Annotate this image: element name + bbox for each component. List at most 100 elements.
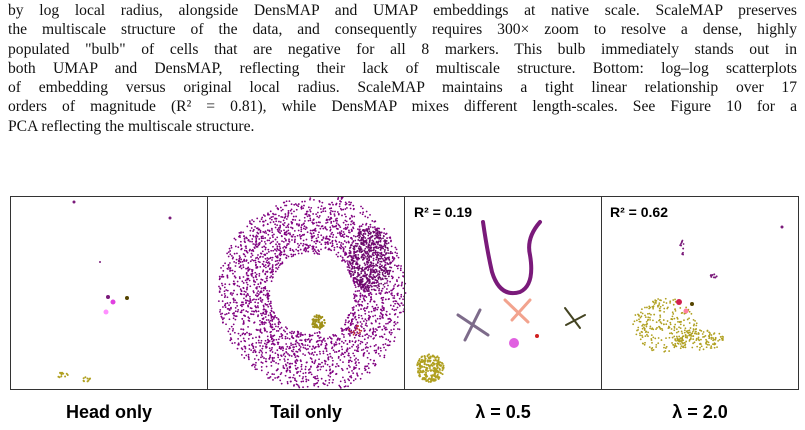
point <box>357 344 360 347</box>
point <box>296 333 299 336</box>
point <box>246 299 249 302</box>
point <box>316 211 319 214</box>
point <box>255 346 257 348</box>
point <box>646 333 648 336</box>
point <box>303 216 306 219</box>
point <box>57 375 60 378</box>
point <box>315 377 318 380</box>
point <box>223 304 226 307</box>
point <box>341 330 343 332</box>
point <box>367 290 370 293</box>
point <box>302 372 305 375</box>
point <box>352 306 355 309</box>
point <box>243 259 245 262</box>
point <box>348 320 350 323</box>
point <box>426 363 429 366</box>
point <box>641 331 643 334</box>
point <box>242 320 245 322</box>
point <box>276 268 279 270</box>
point <box>300 207 303 210</box>
point <box>275 217 278 220</box>
point <box>274 213 277 216</box>
point <box>242 231 245 234</box>
point <box>222 306 224 308</box>
point <box>309 208 311 211</box>
point <box>255 306 257 309</box>
point <box>246 311 249 313</box>
point <box>389 236 392 239</box>
point <box>356 350 359 352</box>
point <box>368 247 371 249</box>
point <box>275 220 278 223</box>
point <box>389 320 392 323</box>
point <box>255 298 258 301</box>
point <box>268 376 271 379</box>
point <box>366 260 369 263</box>
point <box>274 248 276 251</box>
point <box>698 339 701 342</box>
point <box>692 338 695 341</box>
point <box>351 345 353 348</box>
point <box>325 369 328 372</box>
point <box>222 269 225 272</box>
point <box>272 212 274 215</box>
point <box>377 254 380 256</box>
point <box>229 269 232 272</box>
point <box>284 238 287 241</box>
point <box>289 371 292 374</box>
point <box>363 290 366 292</box>
point <box>369 213 371 216</box>
point <box>370 270 372 272</box>
point <box>360 233 363 236</box>
point <box>372 274 375 276</box>
point <box>249 240 251 243</box>
point <box>316 331 319 334</box>
point <box>417 370 420 373</box>
point <box>268 230 271 233</box>
point <box>262 304 265 307</box>
point <box>285 351 288 354</box>
point <box>361 283 364 286</box>
point <box>658 307 661 310</box>
point <box>367 367 370 370</box>
point <box>278 335 281 338</box>
point <box>363 295 366 298</box>
point <box>695 339 698 342</box>
point <box>276 247 279 250</box>
point <box>645 320 648 323</box>
point <box>324 210 327 213</box>
point <box>310 233 313 235</box>
point <box>320 243 323 246</box>
point <box>348 371 350 374</box>
point <box>234 299 237 302</box>
point <box>274 252 277 255</box>
point <box>363 298 366 301</box>
point <box>674 339 677 341</box>
point <box>354 311 356 314</box>
point <box>429 355 432 358</box>
point <box>272 240 274 243</box>
point <box>239 236 241 239</box>
point <box>385 310 388 313</box>
point <box>373 269 375 271</box>
point <box>704 334 707 337</box>
point <box>383 265 386 268</box>
point <box>283 229 285 232</box>
point <box>345 253 348 256</box>
point <box>396 321 399 324</box>
point <box>371 285 373 288</box>
point <box>401 281 404 284</box>
point <box>365 239 368 242</box>
point <box>306 231 309 234</box>
point <box>249 248 251 251</box>
point <box>282 365 285 367</box>
point <box>230 292 232 294</box>
point <box>246 278 249 281</box>
point <box>285 256 288 259</box>
point <box>309 229 312 232</box>
point <box>273 356 275 359</box>
point <box>423 355 426 358</box>
point <box>416 364 419 367</box>
point <box>235 301 238 304</box>
point <box>317 334 320 337</box>
